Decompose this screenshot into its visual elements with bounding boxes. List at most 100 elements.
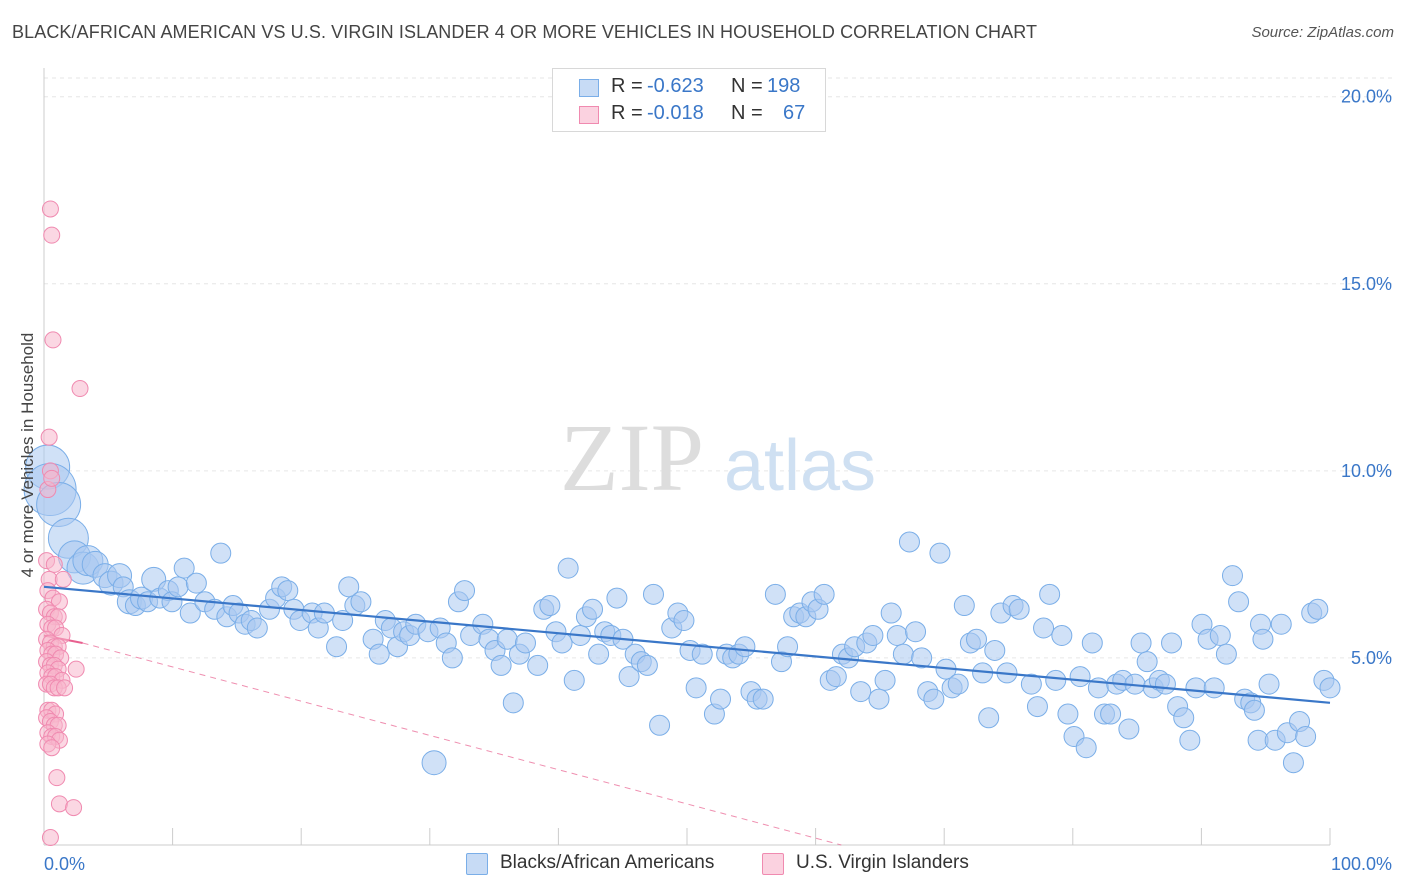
- blue-point: [179, 602, 201, 624]
- blue-point: [984, 639, 1006, 661]
- gridlines: [44, 77, 1392, 659]
- blue-point: [1161, 632, 1183, 654]
- blue-point: [1136, 651, 1158, 673]
- blue-point: [185, 572, 207, 594]
- blue-point: [1100, 703, 1122, 725]
- pink-point: [65, 799, 83, 817]
- blue-point: [1270, 613, 1292, 635]
- blue-point: [673, 610, 695, 632]
- blue-point: [539, 595, 561, 617]
- blue-point: [886, 624, 908, 646]
- watermark-atlas: atlas: [724, 426, 876, 506]
- blue-point: [911, 647, 933, 669]
- blue-point: [850, 681, 872, 703]
- pink-point: [41, 200, 59, 218]
- blue-point: [441, 647, 463, 669]
- blue-point: [892, 643, 914, 665]
- pink-point: [41, 829, 59, 847]
- blue-point: [929, 542, 951, 564]
- blue-point: [1130, 632, 1152, 654]
- blue-point: [1215, 643, 1237, 665]
- pink-point: [48, 769, 66, 787]
- blue-point: [1008, 598, 1030, 620]
- pink-trend-layer: [43, 634, 842, 846]
- blue-point: [326, 636, 348, 658]
- blue-point: [1295, 725, 1317, 747]
- blue-point: [246, 617, 268, 639]
- pink-point: [43, 739, 61, 757]
- stats-box: R = -0.623 N = 198 R = -0.018 N = 67: [552, 68, 826, 132]
- blue-point: [1057, 703, 1079, 725]
- blue-point: [1203, 677, 1225, 699]
- blue-point: [1154, 673, 1176, 695]
- pink-point: [43, 469, 61, 487]
- y-axis-title: 4 or more Vehicles in Household: [18, 332, 37, 578]
- blue-point: [514, 632, 536, 654]
- blue-point: [277, 580, 299, 602]
- blue-point: [953, 595, 975, 617]
- blue-point: [167, 576, 189, 598]
- stats-row-blue: R = -0.623 N = 198: [553, 75, 825, 101]
- blue-point: [210, 542, 232, 564]
- blue-point: [1075, 737, 1097, 759]
- legend-label: U.S. Virgin Islanders: [796, 852, 969, 873]
- blue-point: [1252, 628, 1274, 650]
- legend-label: Blacks/African Americans: [500, 852, 715, 873]
- blue-point: [1179, 729, 1201, 751]
- legend-swatch-blue: [466, 853, 488, 875]
- stats-swatch-pink: [579, 106, 599, 124]
- legend: Blacks/African Americans U.S. Virgin Isl…: [0, 852, 1406, 878]
- blue-point: [350, 591, 372, 613]
- blue-point: [752, 688, 774, 710]
- pink-point: [67, 660, 85, 678]
- blue-point: [1228, 591, 1250, 613]
- blue-point: [1282, 752, 1304, 774]
- n-value: 198: [767, 75, 801, 97]
- blue-point: [454, 580, 476, 602]
- blue-point: [880, 602, 902, 624]
- blue-point: [923, 688, 945, 710]
- blue-point: [1020, 673, 1042, 695]
- blue-point: [1258, 673, 1280, 695]
- blue-point: [582, 598, 604, 620]
- blue-point: [1173, 707, 1195, 729]
- pink-trend-extension: [82, 642, 842, 846]
- blue-point: [874, 669, 896, 691]
- pink-point: [40, 428, 58, 446]
- blue-point: [764, 583, 786, 605]
- watermark-zip: ZIP: [560, 404, 704, 511]
- blue-point: [947, 673, 969, 695]
- blue-point: [490, 654, 512, 676]
- blue-point: [649, 714, 671, 736]
- blue-point: [563, 669, 585, 691]
- blue-trend-line: [43, 585, 1331, 704]
- r-value: -0.623: [647, 75, 704, 97]
- pink-point: [54, 570, 72, 588]
- blue-point: [1039, 583, 1061, 605]
- x-tick-label: 0.0%: [44, 854, 85, 874]
- blue-point: [642, 583, 664, 605]
- blue-point: [1243, 699, 1265, 721]
- blue-point: [1319, 677, 1341, 699]
- blue-point: [691, 643, 713, 665]
- pink-point: [45, 555, 63, 573]
- blue-point: [1185, 677, 1207, 699]
- blue-point: [557, 557, 579, 579]
- pink-point: [71, 380, 89, 398]
- n-label: N =: [731, 75, 763, 97]
- blue-point: [1221, 565, 1243, 587]
- r-value: -0.018: [647, 102, 704, 124]
- stats-swatch-blue: [579, 79, 599, 97]
- blue-point: [966, 628, 988, 650]
- pink-point: [44, 331, 62, 349]
- x-tick-label: 100.0%: [1331, 854, 1392, 874]
- blue-point: [898, 531, 920, 553]
- n-value: 67: [783, 102, 806, 124]
- pink-point: [56, 679, 74, 697]
- blue-point: [338, 576, 360, 598]
- blue-point: [685, 677, 707, 699]
- blue-point: [1081, 632, 1103, 654]
- blue-point: [905, 621, 927, 643]
- blue-point: [1033, 617, 1055, 639]
